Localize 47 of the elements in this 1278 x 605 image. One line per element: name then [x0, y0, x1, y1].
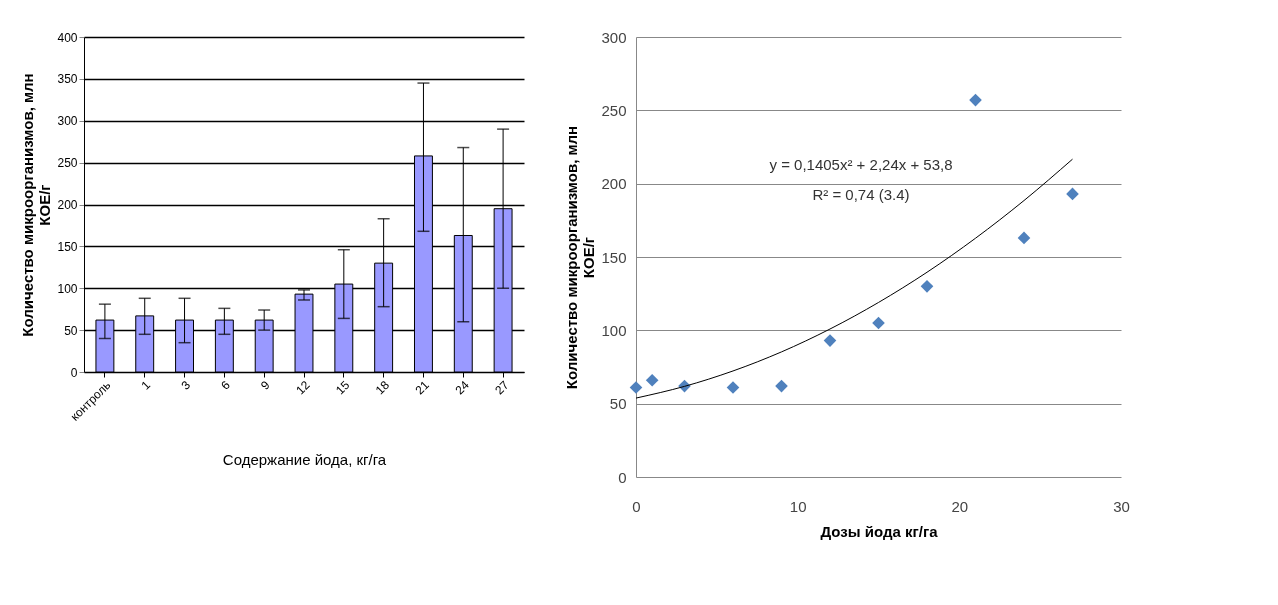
y-tick-label: 50 [64, 323, 78, 338]
y-tick-label: 0 [70, 365, 78, 380]
y-tick-label: 300 [601, 28, 627, 46]
point [726, 381, 740, 394]
y-tick-label: 150 [601, 248, 627, 266]
point [1017, 231, 1031, 245]
x-tick-label: 3 [178, 377, 194, 393]
y-tick-label: 100 [601, 321, 627, 339]
x-tick-label: 15 [332, 377, 353, 398]
y-tick-label: 300 [57, 114, 78, 129]
point [775, 379, 788, 393]
point [629, 381, 643, 394]
point [645, 373, 659, 387]
line-series [635, 158, 1073, 399]
x-tick-label: 27 [492, 377, 512, 398]
x-tick-label: 24 [452, 377, 472, 398]
y-axis-title: Количество микроорганизмов, млн КОЕ/г [563, 125, 598, 390]
y-tick-label: 250 [57, 156, 78, 171]
y-tick-label: 100 [57, 281, 78, 296]
y-tick-label: 400 [57, 30, 78, 45]
annotation: R² = 0,74 (3.4) [812, 186, 910, 203]
x-tick-label: 20 [951, 497, 969, 515]
y-tick-label: 200 [601, 175, 627, 193]
point [823, 334, 837, 347]
x-tick-label: 0 [632, 497, 641, 515]
y-tick-label: 50 [609, 395, 627, 413]
y-tick-label: 0 [618, 468, 627, 486]
x-tick-label: 21 [412, 377, 433, 398]
x-tick-label: 18 [372, 377, 393, 398]
point [920, 280, 934, 293]
y-tick-label: 150 [57, 239, 78, 254]
x-tick-label: 30 [1113, 497, 1130, 515]
x-tick-label: 12 [293, 377, 313, 398]
y-axis-title: Количество микроорганизмов, млн КОЕ/г [19, 73, 54, 337]
point [1066, 187, 1079, 201]
x-axis-title: Дозы йода кг/га [820, 522, 939, 540]
x-tick-label: 1 [138, 377, 154, 393]
point [872, 316, 885, 330]
x-tick-label: 9 [258, 377, 273, 393]
x-tick-label: 10 [789, 497, 807, 515]
x-tick-label: 6 [218, 377, 234, 393]
y-tick-label: 350 [57, 72, 78, 87]
annotation: y = 0,1405x² + 2,24x + 53,8 [769, 156, 953, 173]
x-axis-title: Содержание йода, кг/га [222, 451, 387, 468]
y-tick-label: 250 [601, 101, 627, 119]
y-tick-label: 200 [57, 198, 78, 212]
point [969, 93, 982, 107]
